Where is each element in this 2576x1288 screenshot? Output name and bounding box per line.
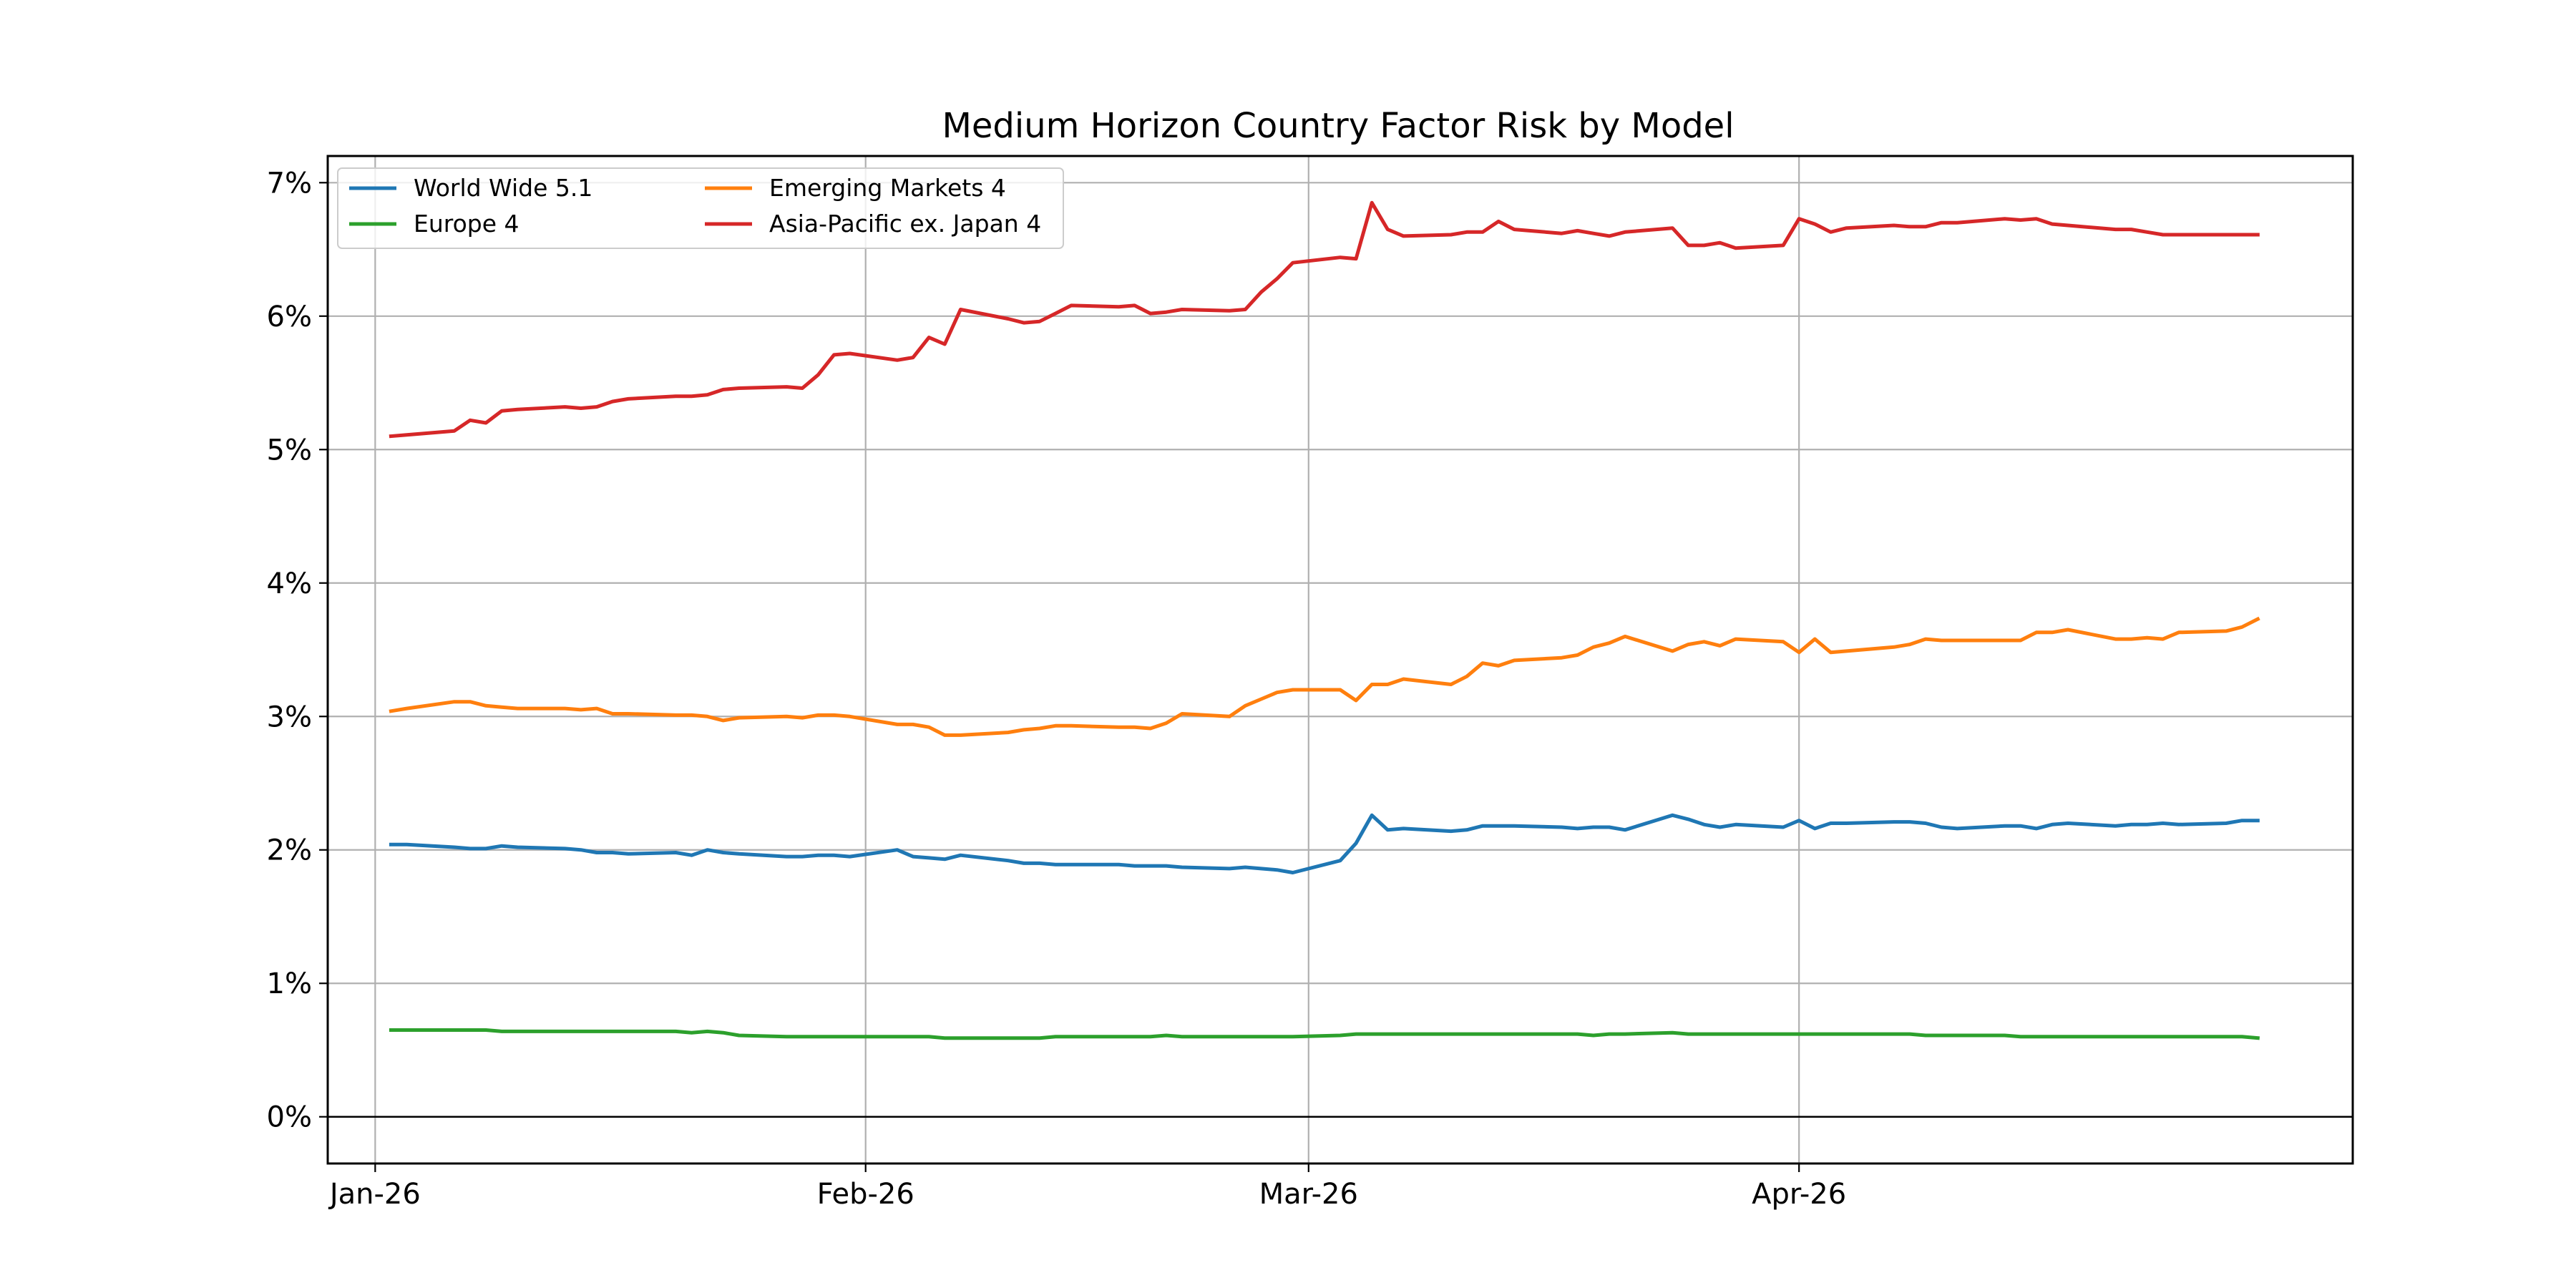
chart-title: Medium Horizon Country Factor Risk by Mo… bbox=[942, 106, 1734, 146]
x-tick-label: Apr-26 bbox=[1752, 1178, 1846, 1211]
y-tick-label: 0% bbox=[267, 1101, 312, 1134]
y-tick-label: 1% bbox=[267, 967, 312, 1000]
legend-label-europe-4: Europe 4 bbox=[414, 210, 519, 238]
legend-label-world-wide-5-1: World Wide 5.1 bbox=[414, 174, 592, 202]
y-tick-label: 5% bbox=[267, 434, 312, 467]
series-line-emerging-markets-4 bbox=[389, 616, 2260, 737]
y-axis: 0% 1% 2% 3% 4% 5% 6% 7% bbox=[267, 167, 328, 1134]
series-line-world-wide-5-1 bbox=[389, 813, 2260, 874]
x-tick-label: Mar-26 bbox=[1259, 1178, 1358, 1211]
x-tick-label: Feb-26 bbox=[817, 1178, 914, 1211]
legend: World Wide 5.1 Emerging Markets 4 Europe 4… bbox=[337, 167, 1064, 249]
x-tick-label: Jan-26 bbox=[328, 1178, 421, 1211]
plot-frame bbox=[326, 155, 2354, 1165]
y-tick-label: 3% bbox=[267, 701, 312, 733]
grid bbox=[328, 156, 2353, 1163]
y-tick-label: 6% bbox=[267, 301, 312, 333]
legend-label-asia-pacific-ex-japan-4: Asia-Pacific ex. Japan 4 bbox=[769, 210, 1041, 238]
y-tick-label: 4% bbox=[267, 567, 312, 600]
y-tick-label: 2% bbox=[267, 834, 312, 867]
x-axis: Jan-26 Feb-26 Mar-26 Apr-26 bbox=[328, 1163, 1846, 1211]
y-tick-label: 7% bbox=[267, 167, 312, 200]
series-layer bbox=[389, 200, 2260, 1040]
legend-box bbox=[337, 167, 1064, 249]
legend-label-emerging-markets-4: Emerging Markets 4 bbox=[769, 174, 1006, 202]
series-line-asia-pacific-ex-japan-4 bbox=[389, 200, 2260, 439]
series-line-europe-4 bbox=[389, 1028, 2260, 1040]
